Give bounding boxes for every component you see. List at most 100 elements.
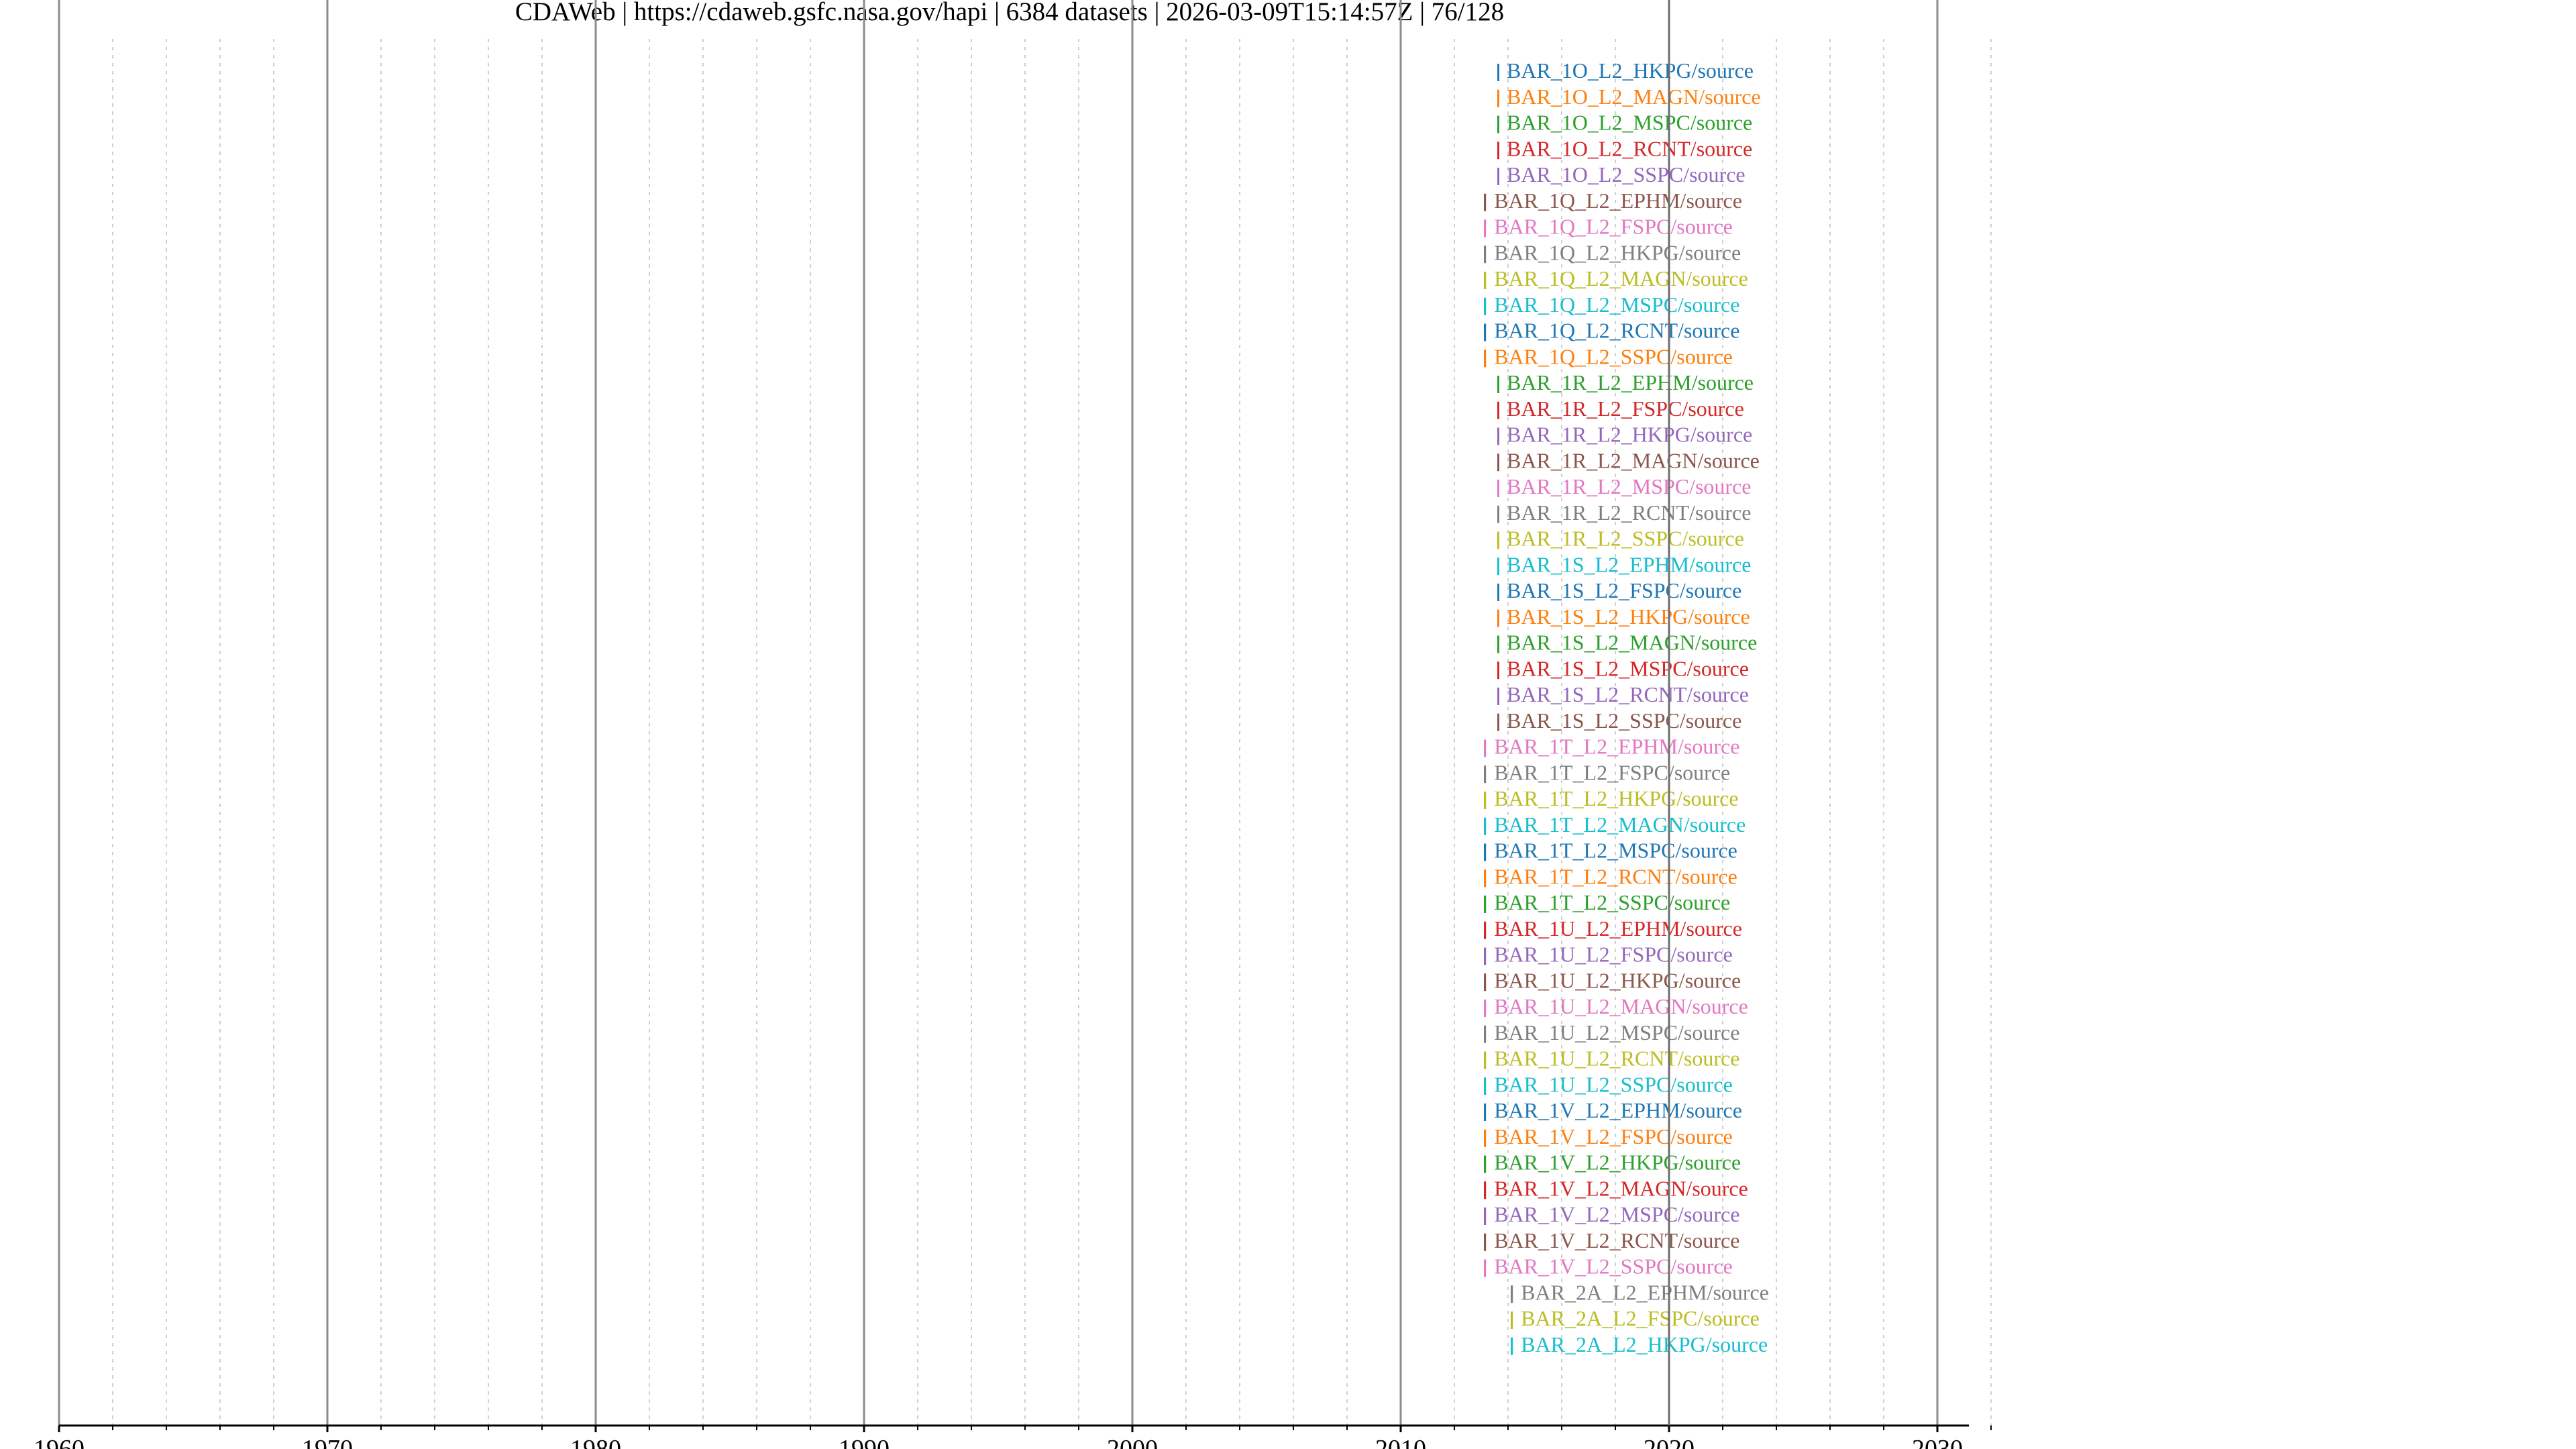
dataset-bar bbox=[1497, 376, 1499, 393]
chart-title: CDAWeb | https://cdaweb.gsfc.nasa.gov/ha… bbox=[515, 0, 1504, 26]
dataset-label: BAR_1S_L2_MSPC/source bbox=[1507, 656, 1749, 680]
dataset-bar bbox=[1484, 1155, 1487, 1173]
dataset-label: BAR_1U_L2_HKPG/source bbox=[1494, 968, 1741, 992]
grid-lines bbox=[58, 0, 1992, 1426]
dataset-label: BAR_1V_L2_MAGN/source bbox=[1494, 1176, 1748, 1200]
dataset-bar bbox=[1484, 350, 1487, 368]
dataset-bar bbox=[1484, 739, 1487, 757]
dataset-series: BAR_1O_L2_HKPG/sourceBAR_1O_L2_MAGN/sour… bbox=[1484, 58, 1769, 1356]
dataset-bar bbox=[1497, 609, 1499, 627]
dataset-bar bbox=[1497, 557, 1499, 576]
dataset-label: BAR_1V_L2_EPHM/source bbox=[1494, 1098, 1742, 1122]
dataset-bar bbox=[1497, 480, 1499, 497]
dataset-label: BAR_1V_L2_HKPG/source bbox=[1494, 1150, 1741, 1175]
dataset-label: BAR_1R_L2_RCNT/source bbox=[1507, 500, 1751, 525]
dataset-bar bbox=[1511, 1311, 1513, 1329]
dataset-label: BAR_1S_L2_FSPC/source bbox=[1507, 578, 1741, 602]
dataset-bar bbox=[1484, 869, 1487, 888]
dataset-bar bbox=[1497, 401, 1499, 419]
dataset-bar bbox=[1484, 1051, 1487, 1069]
dataset-label: BAR_1S_L2_SSPC/source bbox=[1507, 708, 1741, 733]
dataset-label: BAR_1S_L2_HKPG/source bbox=[1507, 604, 1750, 629]
x-tick-label: 1960 bbox=[34, 1435, 85, 1449]
dataset-label: BAR_1T_L2_MAGN/source bbox=[1494, 812, 1746, 837]
dataset-label: BAR_1Q_L2_MSPC/source bbox=[1494, 292, 1739, 317]
dataset-label: BAR_1O_L2_HKPG/source bbox=[1507, 58, 1754, 83]
x-tick-label: 2030 bbox=[1912, 1435, 1963, 1449]
dataset-label: BAR_1R_L2_FSPC/source bbox=[1507, 396, 1744, 421]
dataset-label: BAR_1R_L2_EPHM/source bbox=[1507, 370, 1754, 394]
dataset-label: BAR_1T_L2_RCNT/source bbox=[1494, 864, 1737, 888]
dataset-label: BAR_1Q_L2_RCNT/source bbox=[1494, 319, 1739, 343]
dataset-bar bbox=[1497, 505, 1499, 523]
dataset-label: BAR_1O_L2_RCNT/source bbox=[1507, 136, 1752, 160]
dataset-bar bbox=[1497, 531, 1499, 549]
dataset-label: BAR_1U_L2_EPHM/source bbox=[1494, 916, 1742, 941]
dataset-bar bbox=[1484, 921, 1487, 939]
dataset-label: BAR_1R_L2_MAGN/source bbox=[1507, 448, 1760, 472]
dataset-label: BAR_1V_L2_FSPC/source bbox=[1494, 1124, 1733, 1148]
dataset-label: BAR_1Q_L2_MAGN/source bbox=[1494, 266, 1748, 290]
dataset-bar bbox=[1484, 1000, 1487, 1017]
dataset-label: BAR_1U_L2_RCNT/source bbox=[1494, 1046, 1739, 1071]
dataset-label: BAR_1O_L2_MAGN/source bbox=[1507, 85, 1761, 109]
dataset-label: BAR_1V_L2_RCNT/source bbox=[1494, 1228, 1739, 1252]
dataset-bar bbox=[1484, 947, 1487, 965]
dataset-bar bbox=[1484, 297, 1487, 315]
dataset-bar bbox=[1497, 142, 1499, 160]
dataset-bar bbox=[1484, 843, 1487, 861]
dataset-label: BAR_1Q_L2_HKPG/source bbox=[1494, 240, 1741, 264]
dataset-label: BAR_1O_L2_SSPC/source bbox=[1507, 162, 1746, 186]
x-tick-label: 2020 bbox=[1644, 1435, 1695, 1449]
dataset-label: BAR_1V_L2_SSPC/source bbox=[1494, 1254, 1733, 1279]
dataset-bar bbox=[1484, 1233, 1487, 1251]
dataset-bar bbox=[1484, 1025, 1487, 1043]
dataset-label: BAR_1V_L2_MSPC/source bbox=[1494, 1202, 1739, 1226]
dataset-bar bbox=[1497, 584, 1499, 601]
dataset-bar bbox=[1497, 89, 1499, 107]
dataset-bar bbox=[1497, 427, 1499, 445]
dataset-label: BAR_1R_L2_MSPC/source bbox=[1507, 474, 1751, 498]
dataset-label: BAR_1Q_L2_EPHM/source bbox=[1494, 189, 1742, 213]
dataset-bar bbox=[1511, 1285, 1513, 1303]
dataset-bar bbox=[1484, 1181, 1487, 1199]
dataset-label: BAR_1U_L2_MSPC/source bbox=[1494, 1020, 1739, 1044]
dataset-bar bbox=[1484, 1077, 1487, 1095]
dataset-bar bbox=[1484, 1129, 1487, 1147]
dataset-bar bbox=[1497, 115, 1499, 133]
x-tick-label: 2010 bbox=[1375, 1435, 1426, 1449]
dataset-bar bbox=[1484, 973, 1487, 991]
dataset-label: BAR_1T_L2_SSPC/source bbox=[1494, 890, 1730, 914]
dataset-bar bbox=[1484, 1208, 1487, 1225]
dataset-bar bbox=[1484, 1104, 1487, 1121]
dataset-bar bbox=[1497, 661, 1499, 680]
dataset-label: BAR_1T_L2_EPHM/source bbox=[1494, 735, 1739, 759]
dataset-label: BAR_1T_L2_HKPG/source bbox=[1494, 786, 1738, 810]
dataset-bar bbox=[1484, 1259, 1487, 1277]
dataset-label: BAR_1R_L2_SSPC/source bbox=[1507, 527, 1744, 551]
dataset-label: BAR_1T_L2_MSPC/source bbox=[1494, 839, 1737, 863]
dataset-bar bbox=[1484, 765, 1487, 784]
dataset-bar bbox=[1484, 193, 1487, 211]
dataset-label: BAR_2A_L2_EPHM/source bbox=[1521, 1280, 1769, 1304]
dataset-label: BAR_1U_L2_SSPC/source bbox=[1494, 1072, 1733, 1096]
dataset-label: BAR_2A_L2_HKPG/source bbox=[1521, 1332, 1768, 1356]
dataset-label: BAR_1R_L2_HKPG/source bbox=[1507, 423, 1752, 447]
dataset-bar bbox=[1497, 64, 1499, 81]
dataset-bar bbox=[1484, 817, 1487, 835]
x-tick-label: 1980 bbox=[570, 1435, 621, 1449]
dataset-label: BAR_1U_L2_FSPC/source bbox=[1494, 943, 1733, 967]
x-tick-label: 1990 bbox=[839, 1435, 890, 1449]
dataset-bar bbox=[1484, 323, 1487, 341]
dataset-label: BAR_1S_L2_EPHM/source bbox=[1507, 552, 1751, 576]
dataset-bar bbox=[1497, 453, 1499, 472]
dataset-label: BAR_1S_L2_MAGN/source bbox=[1507, 631, 1757, 655]
dataset-label: BAR_1U_L2_MAGN/source bbox=[1494, 994, 1748, 1018]
dataset-bar bbox=[1484, 246, 1487, 264]
dataset-bar bbox=[1497, 168, 1499, 185]
dataset-bar bbox=[1497, 688, 1499, 705]
dataset-label: BAR_1S_L2_RCNT/source bbox=[1507, 682, 1749, 706]
x-tick-label: 1970 bbox=[302, 1435, 353, 1449]
x-tick-label: 2000 bbox=[1107, 1435, 1158, 1449]
